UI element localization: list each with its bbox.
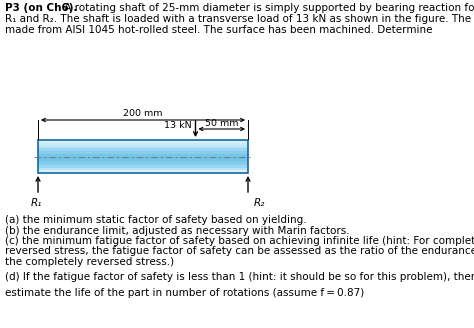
Text: reversed stress, the fatigue factor of safety can be assessed as the ratio of th: reversed stress, the fatigue factor of s… xyxy=(5,247,474,256)
Text: P3 (on Ch6).: P3 (on Ch6). xyxy=(5,3,78,13)
Bar xyxy=(38,159,248,162)
Bar xyxy=(38,164,248,168)
Bar xyxy=(38,156,248,159)
Text: A rotating shaft of 25-mm diameter is simply supported by bearing reaction force: A rotating shaft of 25-mm diameter is si… xyxy=(0,327,1,328)
Text: (d) If the fatigue factor of safety is less than 1 (hint: it should be so for th: (d) If the fatigue factor of safety is l… xyxy=(5,273,474,282)
Text: (c) the minimum fatigue factor of safety based on achieving infinite life (hint:: (c) the minimum fatigue factor of safety… xyxy=(5,236,474,246)
Bar xyxy=(38,140,248,173)
Text: R₁ and R₂. The shaft is loaded with a transverse load of 13 kN as shown in the f: R₁ and R₂. The shaft is loaded with a tr… xyxy=(5,14,474,24)
Bar xyxy=(38,162,248,165)
Text: 200 mm: 200 mm xyxy=(123,110,163,118)
Bar xyxy=(38,140,248,143)
Text: 50 mm: 50 mm xyxy=(205,119,238,128)
Bar xyxy=(38,154,248,156)
Text: 13 kN: 13 kN xyxy=(164,121,191,131)
Text: (b) the endurance limit, adjusted as necessary with Marin factors.: (b) the endurance limit, adjusted as nec… xyxy=(5,226,350,236)
Text: made from AISI 1045 hot-rolled steel. The surface has been machined. Determine: made from AISI 1045 hot-rolled steel. Th… xyxy=(5,25,432,35)
Text: estimate the life of the part in number of rotations (assume f = 0.87): estimate the life of the part in number … xyxy=(5,288,364,298)
Text: P3 (on Ch6).: P3 (on Ch6). xyxy=(0,327,1,328)
Bar xyxy=(38,167,248,170)
Text: R₁: R₁ xyxy=(30,198,42,208)
Bar xyxy=(38,145,248,148)
Text: (a) the minimum static factor of safety based on yielding.: (a) the minimum static factor of safety … xyxy=(5,215,307,225)
Bar xyxy=(38,142,248,146)
Text: R₂: R₂ xyxy=(254,198,265,208)
Bar xyxy=(38,148,248,151)
Text: A rotating shaft of 25-mm diameter is simply supported by bearing reaction force: A rotating shaft of 25-mm diameter is si… xyxy=(61,3,474,13)
Text: the completely reversed stress.): the completely reversed stress.) xyxy=(5,257,174,267)
Bar xyxy=(38,170,248,173)
Bar xyxy=(38,151,248,154)
